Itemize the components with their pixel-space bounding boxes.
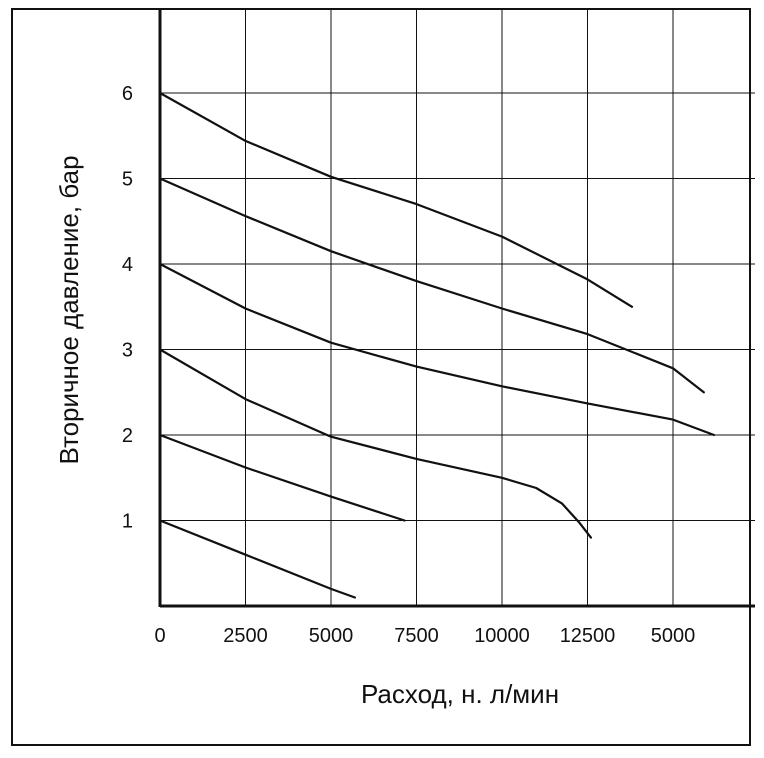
x-tick-label: 10000 — [474, 625, 530, 647]
series-line-5 — [158, 177, 705, 394]
series-line-2 — [158, 433, 406, 522]
x-tick-label: 7500 — [394, 625, 439, 647]
chart-frame — [11, 8, 751, 746]
y-tick-label: 3 — [122, 340, 133, 362]
x-tick-label: 0 — [154, 625, 165, 647]
x-tick-label: 12500 — [560, 625, 616, 647]
x-tick-label: 5000 — [651, 625, 696, 647]
series-group — [158, 91, 716, 599]
y-tick-label: 1 — [122, 511, 133, 533]
series-line-1 — [158, 519, 356, 599]
y-axis-title: Вторичное давление, бар — [54, 155, 84, 464]
y-tick-label: 5 — [122, 169, 133, 191]
series-line-6 — [158, 91, 634, 308]
x-axis-title: Расход, н. л/мин — [361, 679, 559, 709]
x-tick-label: 5000 — [309, 625, 354, 647]
y-tick-label: 6 — [122, 83, 133, 105]
x-tick-label: 2500 — [223, 625, 268, 647]
grid — [160, 8, 755, 606]
tick-labels: 0 2500 5000 7500 10000 12500 5000 1 2 3 4 5 6 — [122, 83, 695, 647]
series-line-4 — [158, 262, 716, 437]
y-tick-label: 2 — [122, 425, 133, 447]
y-tick-label: 4 — [122, 254, 133, 276]
series-line-3 — [158, 348, 593, 539]
axes — [158, 8, 755, 608]
